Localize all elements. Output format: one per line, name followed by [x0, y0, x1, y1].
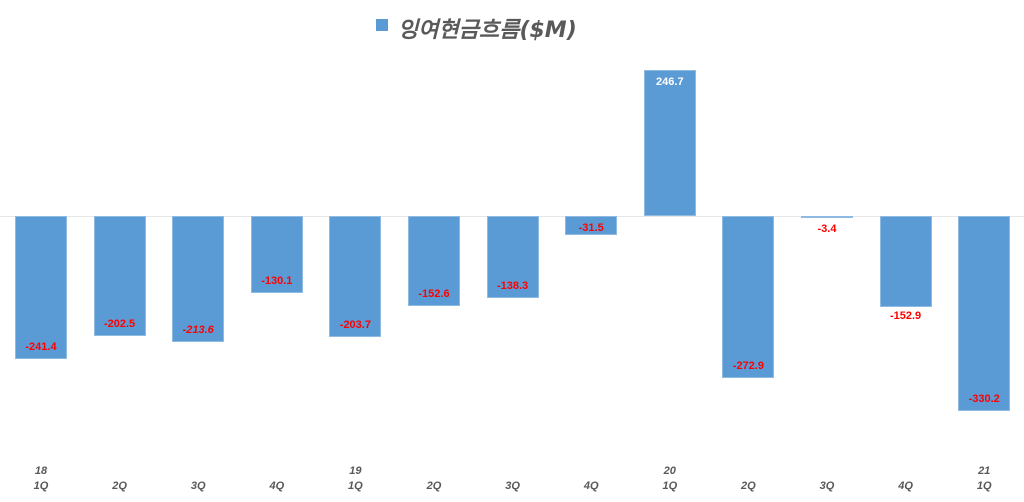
x-axis-tick-label: 18 1Q — [33, 465, 49, 492]
x-axis-tick-label: 4Q — [269, 480, 285, 492]
legend-swatch-icon — [376, 19, 388, 31]
data-label: -138.3 — [496, 279, 529, 292]
data-label: -130.1 — [261, 275, 293, 288]
bar — [486, 216, 539, 298]
data-label: -203.7 — [339, 318, 371, 331]
data-label: -272.9 — [732, 359, 764, 372]
x-axis-tick-label: 4Q — [898, 480, 913, 492]
x-axis-tick-label: 2Q — [112, 480, 127, 492]
data-label: -31.5 — [578, 222, 604, 234]
data-label: -152.6 — [418, 288, 450, 301]
x-axis-tick-label: 3Q — [819, 480, 835, 492]
bar — [93, 216, 146, 336]
data-label: -3.4 — [817, 223, 837, 235]
x-axis-tick-label: 19 1Q — [348, 465, 363, 492]
x-axis-tick-label: 2Q — [426, 480, 442, 492]
bar — [958, 216, 1011, 412]
x-axis-tick-label: 21 1Q — [976, 465, 992, 492]
data-label: 246.7 — [656, 75, 684, 88]
x-axis-tick-label: 4Q — [583, 480, 599, 492]
data-label: -213.6 — [182, 324, 214, 337]
x-axis-tick-label: 3Q — [505, 480, 520, 492]
legend-label: 잉여현금흐름($M) — [398, 18, 577, 43]
data-label: -152.9 — [889, 309, 922, 322]
bar — [801, 216, 853, 218]
data-label: -241.4 — [25, 340, 57, 353]
x-axis-tick-label: 3Q — [190, 480, 206, 492]
bar — [565, 216, 618, 235]
data-label: -202.5 — [103, 317, 136, 330]
bar — [172, 216, 225, 343]
bar — [329, 216, 382, 337]
bar — [408, 216, 460, 307]
bar — [250, 216, 303, 294]
bar — [879, 216, 932, 307]
bar — [643, 69, 696, 216]
bar — [15, 216, 67, 359]
data-label: -330.2 — [968, 393, 1000, 406]
x-axis-tick-label: 20 1Q — [662, 465, 678, 492]
bar — [722, 216, 775, 378]
chart-legend: 잉여현금흐름($M) — [376, 12, 577, 44]
x-axis-tick-label: 2Q — [741, 480, 756, 492]
